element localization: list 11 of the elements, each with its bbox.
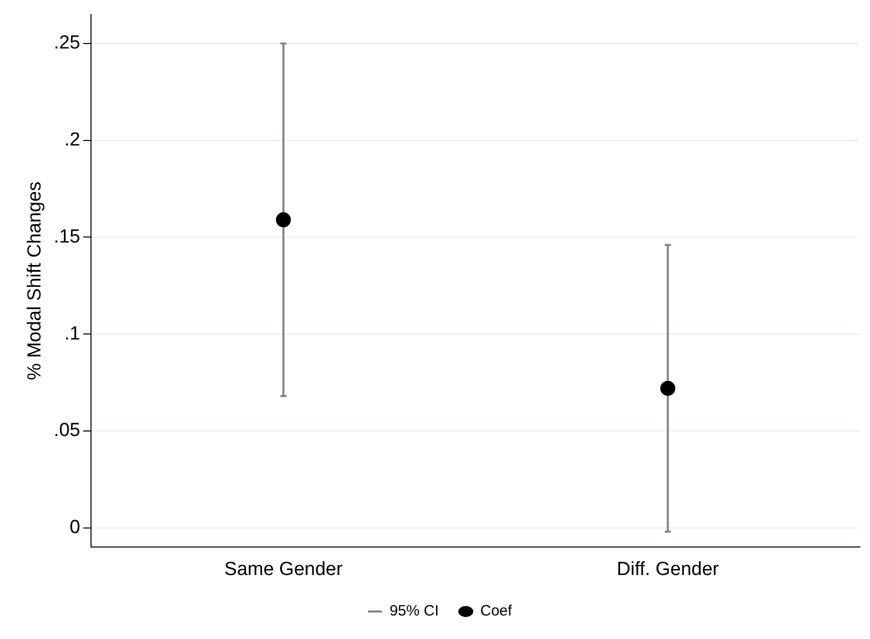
y-tick-label: .2 — [64, 130, 80, 151]
x-tick-label: Same Gender — [224, 558, 344, 580]
y-tick-label: .25 — [54, 32, 80, 54]
y-tick-label: 0 — [70, 517, 80, 538]
x-tick-label: Diff. Gender — [616, 558, 720, 580]
text: 95% CI — [390, 602, 439, 620]
y-tick-label: .05 — [54, 420, 80, 442]
legend-label: Coef — [480, 602, 513, 620]
y-tick-label: .15 — [54, 226, 80, 248]
y-tick-label: .1 — [64, 323, 80, 344]
y-axis-title: % Modal Shift Changes — [24, 182, 46, 380]
